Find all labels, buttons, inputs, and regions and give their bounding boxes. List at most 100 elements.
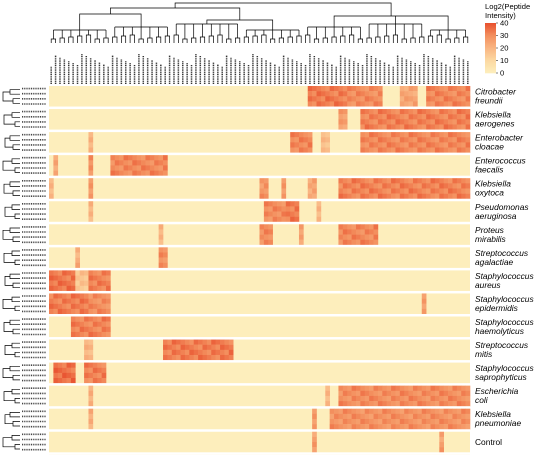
heatmap-cell [461, 183, 466, 189]
heatmap-cell [364, 229, 370, 235]
heatmap-cell [316, 96, 322, 102]
heatmap-cell [448, 390, 453, 397]
heatmap-cell [101, 275, 107, 281]
heatmap-cell [307, 137, 313, 143]
heatmap-cell [426, 124, 431, 130]
heatmap-cell [338, 119, 344, 125]
heatmap-cell [347, 183, 352, 189]
heatmap-cell [391, 395, 396, 402]
heatmap-row-0 [49, 86, 471, 110]
row-dendrogram-branch [4, 135, 20, 150]
species-label-line1: Enterobacter [475, 133, 524, 143]
heatmap-cell [377, 114, 383, 120]
heatmap-cell [334, 91, 339, 97]
heatmap-cell [88, 385, 94, 391]
heatmap-cell [456, 390, 462, 397]
heatmap-cell [430, 178, 436, 184]
heatmap-cell [351, 86, 357, 92]
heatmap-cell [377, 119, 383, 125]
heatmap-cell [88, 188, 94, 194]
heatmap-cell [268, 229, 273, 235]
heatmap-cell [320, 91, 326, 97]
heatmap-cell [123, 160, 129, 166]
heatmap-cell [101, 280, 107, 287]
heatmap-cell [290, 147, 295, 153]
heatmap-cell [448, 114, 453, 120]
heatmap-cell [452, 86, 458, 92]
heatmap-cell [163, 252, 168, 258]
heatmap-cell [408, 188, 414, 194]
heatmap-cell [342, 86, 348, 92]
heatmap-cell [290, 137, 295, 143]
heatmap-cell [382, 418, 387, 425]
heatmap-cell [263, 201, 269, 207]
heatmap-cell [163, 165, 168, 171]
heatmap-cell [391, 188, 396, 194]
heatmap-cell [228, 349, 234, 356]
heatmap-cell [220, 349, 225, 356]
heatmap-cell [334, 96, 339, 102]
heatmap-cell [268, 201, 273, 207]
heatmap-cell [461, 188, 466, 194]
heatmap-cell [79, 280, 85, 287]
heatmap-cell [75, 293, 80, 299]
heatmap-cell [101, 270, 107, 276]
row-separator [49, 290, 470, 294]
heatmap-cell [303, 137, 309, 143]
row-dendrogram-branch [2, 89, 20, 104]
legend-color-step [485, 59, 496, 61]
heatmap-cell [382, 193, 387, 199]
heatmap-cell [101, 316, 107, 322]
heatmap-cell [465, 86, 471, 92]
heatmap-cell [342, 124, 348, 130]
heatmap-cell [342, 101, 348, 107]
heatmap-cell [364, 124, 370, 130]
heatmap-cell [97, 280, 102, 287]
heatmap-cell [114, 160, 120, 166]
heatmap-cell [97, 362, 102, 368]
row-dendrogram-branch [2, 296, 20, 312]
heatmap-cell [141, 160, 146, 166]
heatmap-cell [342, 390, 348, 397]
heatmap-cell [127, 170, 133, 176]
heatmap-cell [430, 408, 436, 415]
heatmap-cell [360, 229, 366, 235]
heatmap-cell [395, 401, 401, 407]
heatmap-cell [220, 344, 225, 351]
heatmap-cell [360, 124, 366, 130]
heatmap-cell [176, 339, 181, 345]
heatmap-cell [369, 101, 374, 107]
heatmap-cell [386, 418, 392, 425]
heatmap-cell [452, 137, 458, 143]
heatmap-cell [386, 413, 392, 420]
heatmap-cell [382, 178, 387, 184]
heatmap-cell [307, 147, 313, 153]
heatmap-cell [75, 280, 80, 287]
heatmap-cell [439, 96, 444, 102]
heatmap-cell [53, 160, 59, 166]
heatmap-cell [329, 101, 335, 107]
heatmap-cell [421, 385, 427, 391]
heatmap-cell [263, 224, 269, 230]
heatmap-cell [426, 147, 431, 153]
heatmap-cell [338, 385, 344, 391]
heatmap-cell [369, 401, 374, 407]
heatmap-cell [211, 354, 216, 361]
heatmap-cell [75, 252, 80, 258]
heatmap-cell [408, 424, 414, 430]
heatmap-cell [404, 114, 409, 120]
legend-color-step [485, 24, 496, 26]
heatmap-cell [268, 211, 273, 217]
heatmap-cell [461, 124, 466, 130]
row-dendrogram-branch [2, 365, 20, 381]
heatmap-cell [360, 142, 366, 148]
heatmap-cell [426, 119, 431, 125]
heatmap-cell [386, 188, 392, 194]
heatmap-cell [303, 142, 309, 148]
heatmap-cell [224, 344, 230, 351]
column-labels [50, 54, 469, 84]
species-label-line2: freundii [475, 96, 504, 106]
heatmap-cell [421, 119, 427, 125]
heatmap-cell [259, 224, 265, 230]
heatmap-cell [355, 178, 361, 184]
